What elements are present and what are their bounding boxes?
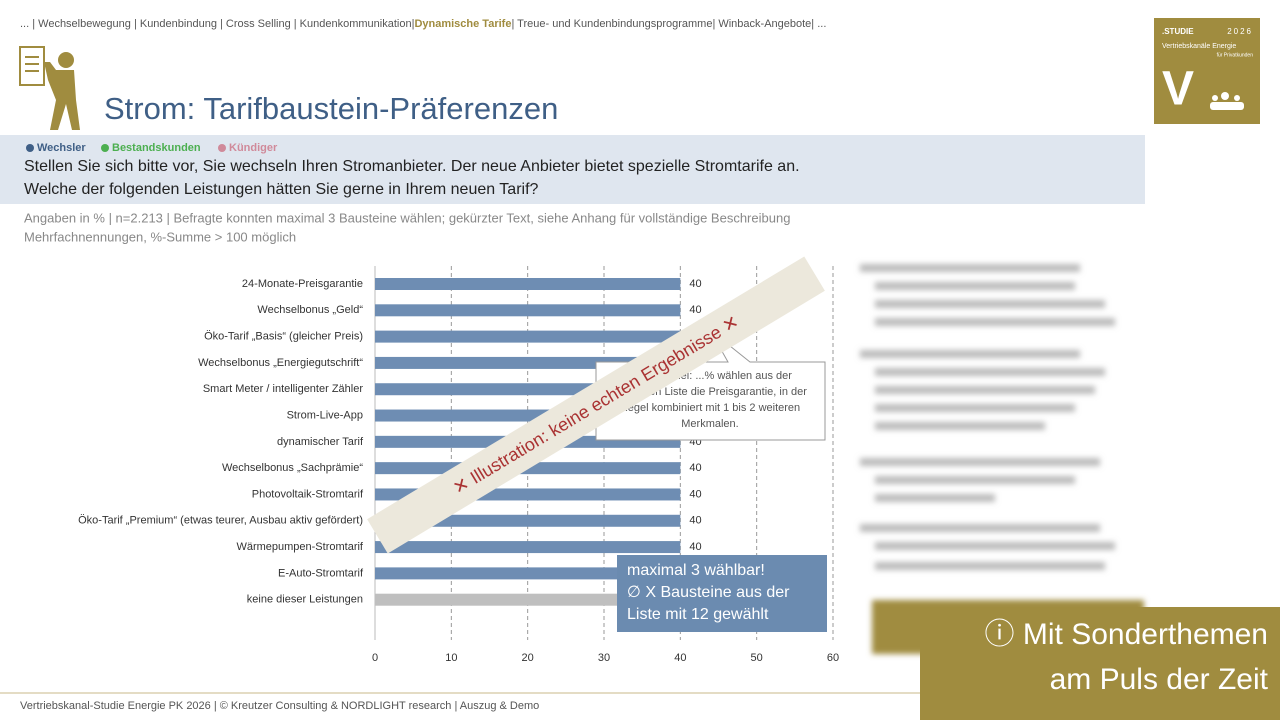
logo-year: 2026 <box>1227 27 1253 36</box>
x-tick-label: 30 <box>598 652 610 664</box>
callout: Lesebeispiel: ...% wählen aus der gesamt… <box>595 329 826 441</box>
footer: Vertriebskanal-Studie Energie PK 2026 | … <box>20 700 539 712</box>
callout-box <box>595 329 826 441</box>
callout-text: Regel kombiniert mit 1 bis 2 weiteren <box>620 402 800 414</box>
note: Mehrfachnennungen, %-Summe > 100 möglich <box>24 229 296 244</box>
value-label: 40 <box>689 278 701 290</box>
category-label: Photovoltaik-Stromtarif <box>252 488 364 500</box>
nav-item[interactable]: ... | Wechselbewegung | Kundenbindung | … <box>20 18 414 30</box>
icon <box>19 46 80 130</box>
category-label: Öko-Tarif „Basis“ (gleicher Preis) <box>204 331 363 343</box>
logo-line: für Privatkunden <box>1217 52 1254 58</box>
legend-item: Bestandskunden <box>112 142 201 154</box>
question: Welche der folgenden Leistungen hätten S… <box>24 181 539 198</box>
value-label: 40 <box>689 304 701 316</box>
legend-item: Wechsler <box>37 142 86 154</box>
info-text: ∅ X Bausteine aus der <box>627 584 790 601</box>
bar <box>375 304 681 317</box>
value-label: 40 <box>689 541 701 553</box>
x-tick-label: 50 <box>751 652 763 664</box>
category-label: Wechselbonus „Sachprämie“ <box>222 462 363 474</box>
category-label: Öko-Tarif „Premium“ (etwas teurer, Ausba… <box>78 515 363 527</box>
category-label: Strom-Live-App <box>287 409 363 421</box>
stamp-band <box>367 256 825 554</box>
value-label: 40 <box>689 462 701 474</box>
question: Stellen Sie sich bitte vor, Sie wechseln… <box>24 158 800 175</box>
banner-text: am Puls der Zeit <box>1050 663 1269 696</box>
banner-text: ⓘ Mit Sonderthemen <box>985 618 1268 651</box>
legend: Wechsler Bestandskunden Kündiger <box>26 142 278 154</box>
value-label: 40 <box>689 515 701 527</box>
x-tick-label: 20 <box>522 652 534 664</box>
category-label: E-Auto-Stromtarif <box>278 567 364 579</box>
category-label: dynamischer Tarif <box>277 436 364 448</box>
question-bg <box>0 135 1145 204</box>
info-text: Liste mit 12 gewählt <box>627 606 769 623</box>
bar <box>375 541 681 554</box>
chart: 0 10 20 30 40 50 60 24-Monate-Preisgarantie 40 We… <box>78 266 839 664</box>
logo-line: Vertriebskanäle Energie <box>1162 43 1236 50</box>
info-text: maximal 3 wählbar! <box>627 562 765 579</box>
nav: ... | Wechselbewegung | Kundenbindung | … <box>20 18 826 30</box>
nav-item[interactable]: | Treue- und Kundenbindungsprogramme| Wi… <box>511 18 826 30</box>
category-label: Wärmepumpen-Stromtarif <box>236 541 363 553</box>
bar <box>375 278 681 290</box>
logo-label: .STUDIE <box>1162 27 1194 36</box>
info-box <box>617 555 827 632</box>
banner <box>920 607 1280 720</box>
logo-people <box>1210 92 1244 110</box>
x-tick-label: 10 <box>445 652 457 664</box>
blurred-notes <box>860 264 1144 654</box>
callout-text: Merkmalen. <box>681 418 738 430</box>
logo-letter: V <box>1162 63 1194 116</box>
category-label: Wechselbonus „Energiegutschrift“ <box>198 357 363 369</box>
category-label: Smart Meter / intelligenter Zähler <box>203 383 364 395</box>
nav-current[interactable]: Dynamische Tarife <box>414 18 511 30</box>
value-label: 40 <box>689 488 701 500</box>
category-label: Wechselbonus „Geld“ <box>257 304 363 316</box>
x-tick-label: 40 <box>674 652 686 664</box>
logo: .STUDIE 2026 Vertriebskanäle Energie für… <box>1154 18 1260 124</box>
bar <box>375 514 681 527</box>
category-label: keine dieser Leistungen <box>247 594 363 606</box>
bar <box>375 593 681 606</box>
x-tick-label: 60 <box>827 652 839 664</box>
legend-item: Kündiger <box>229 142 278 154</box>
x-tick-label: 0 <box>372 652 378 664</box>
note: Angaben in % | n=2.213 | Befragte konnte… <box>24 210 790 225</box>
callout-text: gesamten Liste die Preisgarantie, in der <box>613 386 807 398</box>
bar <box>375 330 681 343</box>
category-label: 24-Monate-Preisgarantie <box>242 278 363 290</box>
title: Strom: Tarifbaustein-Präferenzen <box>104 91 558 126</box>
bar <box>375 567 681 580</box>
